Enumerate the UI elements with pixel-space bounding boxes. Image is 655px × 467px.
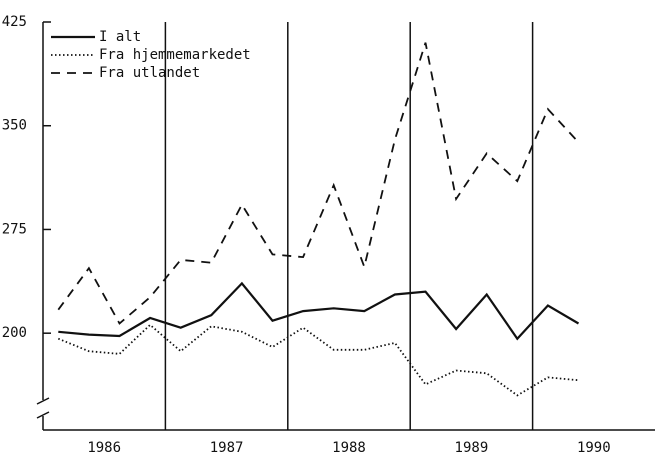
series-line: [58, 281, 580, 341]
series-line: [57, 323, 579, 397]
x-tick-label: 1990: [577, 440, 611, 456]
x-tick-label: 1988: [332, 440, 366, 456]
x-tick-label: 1986: [87, 440, 121, 456]
series-line: [57, 42, 580, 325]
axis-break: [36, 411, 50, 419]
legend-label: Fra hjemmemarkedet: [99, 47, 251, 63]
axis-break: [36, 397, 50, 405]
legend-label: I alt: [99, 29, 141, 45]
y-tick-label: 275: [2, 221, 27, 237]
x-tick-label: 1987: [210, 440, 244, 456]
y-tick-label: 200: [2, 325, 27, 341]
x-tick-label: 1989: [455, 440, 489, 456]
legend-label: Fra utlandet: [99, 65, 200, 81]
y-tick-label: 425: [2, 14, 27, 30]
y-tick-label: 350: [2, 118, 27, 134]
